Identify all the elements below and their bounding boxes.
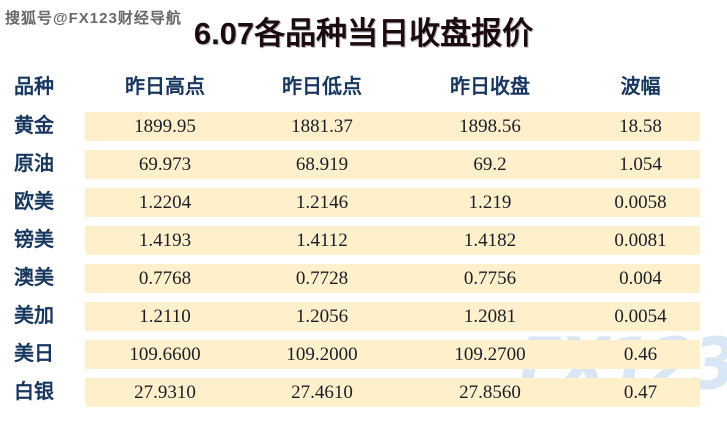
column-header: 昨日低点 xyxy=(282,76,362,98)
instrument-label: 白银 xyxy=(0,378,85,407)
table-row: 原油 69.973 68.919 69.2 1.054 xyxy=(0,150,700,179)
value-cell: 0.7728 xyxy=(245,264,399,293)
value-cell: 0.46 xyxy=(581,340,700,369)
instrument-label: 镑美 xyxy=(0,226,85,255)
value-cell: 109.2000 xyxy=(245,340,399,369)
column-header: 品种 xyxy=(14,76,54,98)
value-cell: 0.7768 xyxy=(85,264,245,293)
table-row: 澳美 0.7768 0.7728 0.7756 0.004 xyxy=(0,264,700,293)
value-cell: 0.7756 xyxy=(399,264,581,293)
table-row: 美日 109.6600 109.2000 109.2700 0.46 xyxy=(0,340,700,369)
value-cell: 68.919 xyxy=(245,150,399,179)
value-cell: 69.973 xyxy=(85,150,245,179)
instrument-label: 澳美 xyxy=(0,264,85,293)
value-cell: 109.6600 xyxy=(85,340,245,369)
value-cell: 1.2056 xyxy=(245,302,399,331)
instrument-label: 美加 xyxy=(0,302,85,331)
column-header: 波幅 xyxy=(620,76,661,98)
instrument-label: 美日 xyxy=(0,340,85,369)
sohu-watermark: 搜狐号@FX123财经导航 xyxy=(5,10,182,27)
value-cell: 0.0054 xyxy=(581,302,700,331)
value-cell: 1.2204 xyxy=(85,188,245,217)
value-cell: 1.2110 xyxy=(85,302,245,331)
value-cell: 27.8560 xyxy=(399,378,581,407)
value-cell: 109.2700 xyxy=(399,340,581,369)
column-header: 昨日收盘 xyxy=(450,76,530,98)
value-cell: 1.4182 xyxy=(399,226,581,255)
value-cell: 0.47 xyxy=(581,378,700,407)
table-body: 黄金 1899.95 1881.37 1898.56 18.58 原油 69.973 68.9… xyxy=(0,112,700,416)
value-cell: 27.4610 xyxy=(245,378,399,407)
value-cell: 1.2081 xyxy=(399,302,581,331)
table-header-row: 品种 昨日高点 昨日低点 昨日收盘 波幅 xyxy=(0,72,700,102)
value-cell: 0.0081 xyxy=(581,226,700,255)
value-cell: 1898.56 xyxy=(399,112,581,141)
instrument-label: 原油 xyxy=(0,150,85,179)
value-cell: 1.219 xyxy=(399,188,581,217)
instrument-label: 欧美 xyxy=(0,188,85,217)
column-header: 昨日高点 xyxy=(125,76,205,98)
page-title: 6.07各品种当日收盘报价 xyxy=(193,16,534,51)
value-cell: 0.004 xyxy=(581,264,700,293)
instrument-label: 黄金 xyxy=(0,112,85,141)
table-row: 黄金 1899.95 1881.37 1898.56 18.58 xyxy=(0,112,700,141)
value-cell: 0.0058 xyxy=(581,188,700,217)
value-cell: 69.2 xyxy=(399,150,581,179)
value-cell: 1.054 xyxy=(581,150,700,179)
value-cell: 1881.37 xyxy=(245,112,399,141)
table-row: 镑美 1.4193 1.4112 1.4182 0.0081 xyxy=(0,226,700,255)
table-row: 白银 27.9310 27.4610 27.8560 0.47 xyxy=(0,378,700,407)
value-cell: 1.4193 xyxy=(85,226,245,255)
value-cell: 1899.95 xyxy=(85,112,245,141)
value-cell: 27.9310 xyxy=(85,378,245,407)
value-cell: 1.2146 xyxy=(245,188,399,217)
table-row: 美加 1.2110 1.2056 1.2081 0.0054 xyxy=(0,302,700,331)
table-row: 欧美 1.2204 1.2146 1.219 0.0058 xyxy=(0,188,700,217)
value-cell: 1.4112 xyxy=(245,226,399,255)
value-cell: 18.58 xyxy=(581,112,700,141)
